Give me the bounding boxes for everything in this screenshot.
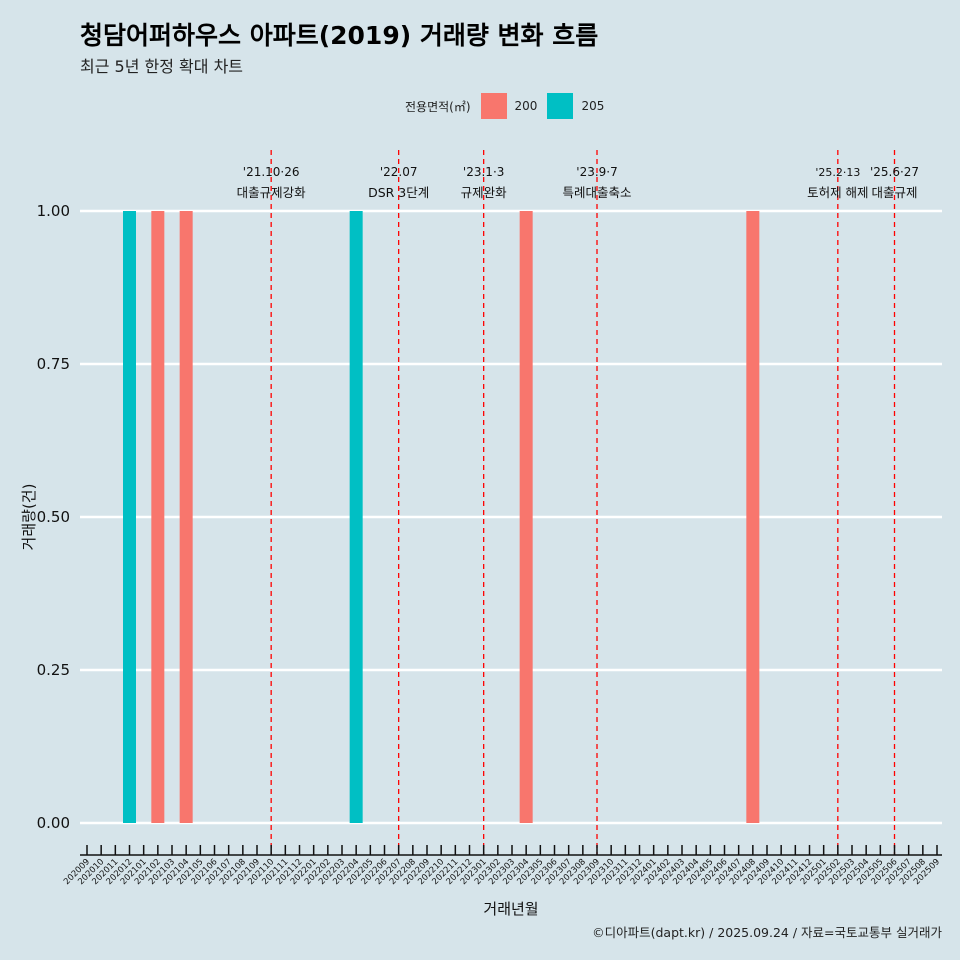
- y-axis-title: 거래량(건): [20, 484, 38, 551]
- chart-subtitle: 최근 5년 한정 확대 차트: [80, 57, 244, 76]
- bar-205-202012: [123, 211, 136, 823]
- event-date-label: '23.9·7: [576, 165, 617, 179]
- bar-200-202102: [151, 211, 165, 823]
- y-tick-label: 0.00: [37, 814, 70, 832]
- event-name-label: 규제완화: [461, 185, 508, 200]
- legend-title: 전용면적(㎡): [405, 99, 471, 114]
- event-name-label: 대출규제: [871, 185, 917, 200]
- caption: ©디아파트(dapt.kr) / 2025.09.24 / 자료=국토교통부 실…: [592, 925, 942, 940]
- legend-swatch-200: [480, 93, 507, 119]
- event-name-label: 특례대출축소: [562, 185, 631, 200]
- legend-label-205: 205: [581, 99, 605, 113]
- event-date-label: '22.07: [380, 165, 418, 179]
- event-name-label: DSR 3단계: [368, 185, 429, 200]
- y-tick-label: 0.75: [37, 355, 70, 373]
- event-name-label: 토허제 해제: [807, 185, 868, 200]
- event-date-label: '21.10·26: [243, 165, 300, 179]
- event-date-label: '23.1·3: [463, 165, 504, 179]
- y-tick-label: 0.50: [37, 508, 70, 526]
- bar-200-202304: [519, 211, 533, 823]
- event-name-label: 대출규제강화: [237, 185, 307, 200]
- y-tick-label: 0.25: [37, 661, 70, 679]
- legend: 전용면적(㎡) 200 205: [405, 93, 604, 119]
- event-date-label: '25.2·13: [815, 166, 860, 179]
- bar-200-202408: [746, 211, 760, 823]
- chart-title: 청담어퍼하우스 아파트(2019) 거래량 변화 흐름: [80, 21, 599, 50]
- x-axis-title: 거래년월: [483, 900, 538, 918]
- legend-swatch-205: [547, 93, 574, 119]
- event-date-label: '25.6·27: [870, 165, 919, 179]
- y-tick-label: 1.00: [37, 202, 70, 220]
- bar-200-202104: [179, 211, 193, 823]
- bar-205-202204: [349, 211, 363, 823]
- legend-label-200: 200: [514, 99, 538, 113]
